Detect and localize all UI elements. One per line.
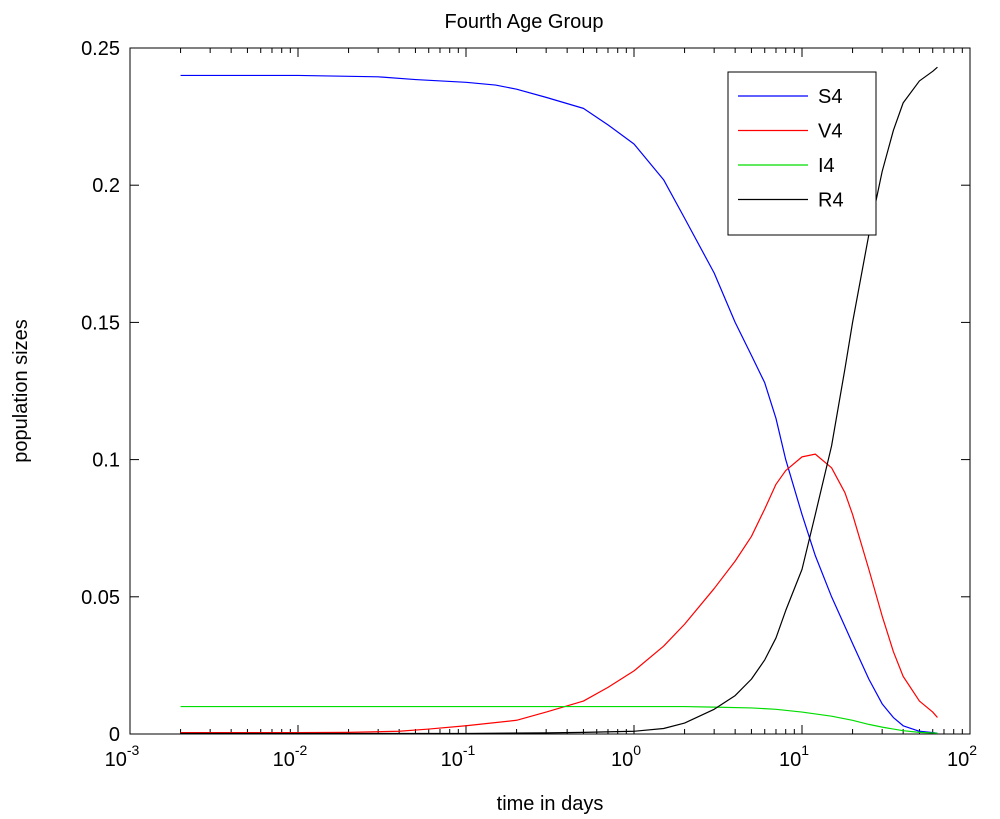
x-tick-label: 10-1 xyxy=(441,742,476,771)
y-tick-label: 0.2 xyxy=(92,175,120,197)
axis-ticks: 10-3 10-2 10-1 100 101 102 0 0.05 0.1 0.15 0.2 0.25 xyxy=(81,38,977,771)
legend: S4 V4 I4 R4 xyxy=(727,71,877,236)
x-tick-label: 101 xyxy=(779,742,809,771)
legend-label-r4: R4 xyxy=(818,190,844,212)
x-tick-label: 10-2 xyxy=(273,742,308,771)
series-line-s4 xyxy=(180,74,938,734)
series-line-i4 xyxy=(180,705,938,734)
series-line-r4 xyxy=(180,66,938,735)
legend-box xyxy=(727,71,877,236)
legend-label-v4: V4 xyxy=(818,121,842,143)
x-axis-label: time in days xyxy=(497,793,604,815)
y-tick-label: 0.25 xyxy=(81,38,120,60)
series-line-v4 xyxy=(180,453,938,734)
x-tick-label: 10-3 xyxy=(105,742,140,771)
series-lines xyxy=(180,66,938,735)
legend-label-i4: I4 xyxy=(818,155,835,177)
y-tick-label: 0.1 xyxy=(92,450,120,472)
y-tick-label: 0 xyxy=(109,724,120,746)
y-tick-label: 0.15 xyxy=(81,312,120,334)
x-tick-label: 100 xyxy=(611,742,641,771)
chart-title: Fourth Age Group xyxy=(445,11,604,33)
y-axis-label: population sizes xyxy=(10,319,32,462)
x-tick-label: 102 xyxy=(947,742,977,771)
y-tick-label: 0.05 xyxy=(81,587,120,609)
legend-label-s4: S4 xyxy=(818,86,842,108)
